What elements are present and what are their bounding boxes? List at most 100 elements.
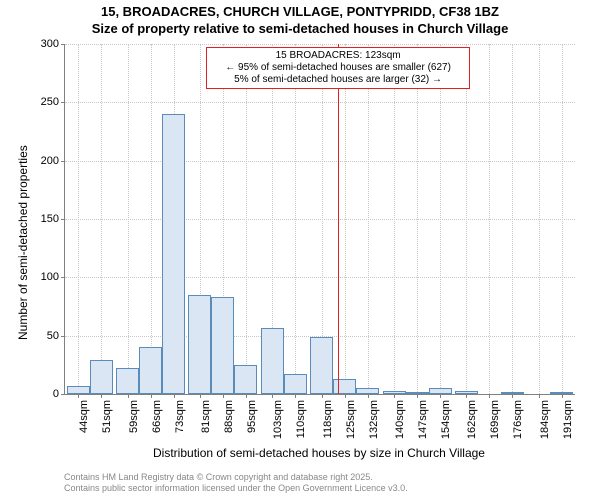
histogram-bar <box>211 297 234 394</box>
x-tick-label: 103sqm <box>272 400 284 439</box>
x-tick <box>368 394 369 398</box>
x-tick-label: 73sqm <box>174 400 186 433</box>
y-tick <box>61 219 65 220</box>
histogram-bar <box>67 386 90 394</box>
histogram-bar <box>429 388 452 394</box>
histogram-bar <box>550 392 573 394</box>
x-tick <box>200 394 201 398</box>
gridline-v <box>101 44 102 394</box>
x-tick <box>440 394 441 398</box>
histogram-bar <box>455 391 478 395</box>
chart-title-line1: 15, BROADACRES, CHURCH VILLAGE, PONTYPRI… <box>0 4 600 21</box>
gridline-h <box>65 277 575 278</box>
footer-attribution: Contains HM Land Registry data © Crown c… <box>64 472 408 494</box>
x-tick <box>223 394 224 398</box>
y-tick-label: 300 <box>41 38 59 50</box>
x-tick <box>295 394 296 398</box>
gridline-v <box>562 44 563 394</box>
x-tick-label: 132sqm <box>368 400 380 439</box>
x-tick-label: 154sqm <box>440 400 452 439</box>
chart-container: 15, BROADACRES, CHURCH VILLAGE, PONTYPRI… <box>0 0 600 500</box>
y-tick-label: 200 <box>41 155 59 167</box>
histogram-bar <box>310 337 333 394</box>
histogram-bar <box>139 347 162 394</box>
x-tick-label: 162sqm <box>466 400 478 439</box>
histogram-bar <box>284 374 307 394</box>
x-tick-label: 147sqm <box>417 400 429 439</box>
annotation-line2: ← 95% of semi-detached houses are smalle… <box>211 62 465 74</box>
gridline-h <box>65 161 575 162</box>
gridline-h <box>65 219 575 220</box>
y-tick <box>61 44 65 45</box>
histogram-bar <box>188 295 211 394</box>
x-tick-label: 66sqm <box>151 400 163 433</box>
histogram-bar <box>383 391 406 395</box>
histogram-bar <box>90 360 113 394</box>
x-tick-label: 95sqm <box>246 400 258 433</box>
y-tick-label: 100 <box>41 271 59 283</box>
x-tick <box>101 394 102 398</box>
x-tick-label: 125sqm <box>345 400 357 439</box>
annotation-line3: 5% of semi-detached houses are larger (3… <box>211 74 465 86</box>
x-tick <box>345 394 346 398</box>
x-tick-label: 176sqm <box>512 400 524 439</box>
x-tick <box>394 394 395 398</box>
x-tick-label: 184sqm <box>539 400 551 439</box>
y-tick <box>61 394 65 395</box>
x-tick-label: 191sqm <box>562 400 574 439</box>
y-tick <box>61 277 65 278</box>
histogram-bar <box>261 328 284 395</box>
gridline-v <box>489 44 490 394</box>
gridline-v <box>345 44 346 394</box>
x-tick-label: 81sqm <box>200 400 212 433</box>
gridline-v <box>417 44 418 394</box>
gridline-v <box>128 44 129 394</box>
histogram-bar <box>501 392 524 394</box>
x-tick <box>246 394 247 398</box>
y-axis-title: Number of semi-detached properties <box>16 145 30 340</box>
gridline-v <box>78 44 79 394</box>
x-tick <box>562 394 563 398</box>
x-tick <box>417 394 418 398</box>
x-tick <box>174 394 175 398</box>
gridline-h <box>65 44 575 45</box>
y-tick-label: 0 <box>53 388 59 400</box>
footer-line1: Contains HM Land Registry data © Crown c… <box>64 472 408 483</box>
x-tick-label: 118sqm <box>322 400 334 438</box>
histogram-bar <box>116 368 139 394</box>
footer-line2: Contains public sector information licen… <box>64 483 408 494</box>
gridline-v <box>394 44 395 394</box>
annotation-box: 15 BROADACRES: 123sqm← 95% of semi-detac… <box>206 47 470 89</box>
histogram-bar <box>234 365 257 394</box>
x-tick <box>466 394 467 398</box>
y-tick <box>61 161 65 162</box>
x-tick <box>539 394 540 398</box>
histogram-bar <box>356 388 379 394</box>
plot-area: 05010015020025030044sqm51sqm59sqm66sqm73… <box>64 44 575 395</box>
x-tick <box>272 394 273 398</box>
x-tick-label: 44sqm <box>78 400 90 433</box>
x-tick-label: 110sqm <box>295 400 307 438</box>
gridline-v <box>466 44 467 394</box>
gridline-v <box>368 44 369 394</box>
y-tick-label: 250 <box>41 96 59 108</box>
x-tick-label: 59sqm <box>128 400 140 433</box>
property-marker-line <box>338 44 339 394</box>
gridline-v <box>539 44 540 394</box>
gridline-v <box>295 44 296 394</box>
gridline-v <box>246 44 247 394</box>
x-tick <box>322 394 323 398</box>
chart-titles: 15, BROADACRES, CHURCH VILLAGE, PONTYPRI… <box>0 4 600 38</box>
chart-title-line2: Size of property relative to semi-detach… <box>0 21 600 38</box>
annotation-line1: 15 BROADACRES: 123sqm <box>211 50 465 62</box>
x-tick-label: 140sqm <box>394 400 406 439</box>
x-tick <box>489 394 490 398</box>
x-tick-label: 169sqm <box>489 400 501 439</box>
gridline-h <box>65 102 575 103</box>
histogram-bar <box>333 379 356 394</box>
gridline-v <box>151 44 152 394</box>
gridline-v <box>440 44 441 394</box>
x-tick <box>151 394 152 398</box>
histogram-bar <box>162 114 185 394</box>
y-tick-label: 50 <box>47 330 59 342</box>
